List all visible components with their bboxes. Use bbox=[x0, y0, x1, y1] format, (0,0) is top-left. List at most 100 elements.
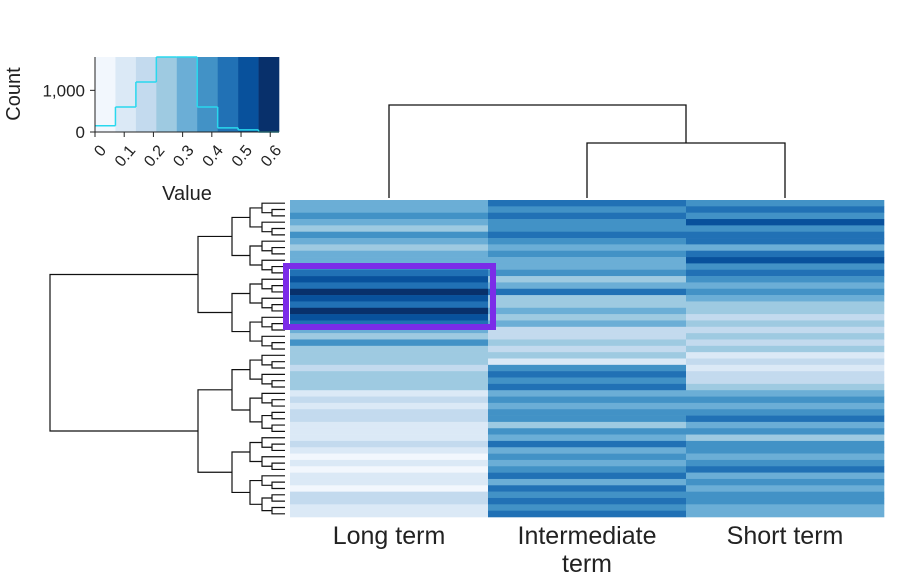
heatmap-cell bbox=[488, 510, 687, 518]
dendrogram-branch bbox=[231, 292, 250, 333]
heatmap-cell bbox=[686, 472, 885, 480]
dendrogram-branch bbox=[249, 321, 262, 342]
y-tick-label: 1,000 bbox=[42, 81, 85, 100]
heatmap-cell bbox=[488, 440, 687, 448]
dendrogram-branch bbox=[261, 316, 285, 328]
x-tick-label: 0.3 bbox=[170, 142, 197, 170]
dendrogram-branch bbox=[261, 354, 285, 366]
heatmap-cell bbox=[290, 282, 489, 290]
dendrogram-branch bbox=[231, 451, 250, 494]
heatmap-cell bbox=[290, 440, 489, 448]
dendrogram-branch bbox=[197, 389, 232, 473]
heatmap-cell bbox=[686, 383, 885, 391]
heatmap-cell bbox=[488, 466, 687, 473]
color-block bbox=[95, 57, 116, 132]
heatmap-cell bbox=[488, 250, 687, 258]
heatmap-cell bbox=[290, 371, 489, 378]
dendrogram-branch bbox=[261, 373, 285, 385]
heatmap-cell bbox=[686, 219, 885, 226]
heatmap-cell bbox=[686, 497, 885, 505]
dendrogram-branch bbox=[271, 481, 285, 490]
heatmap-cell bbox=[686, 339, 885, 347]
dendrogram-branch bbox=[261, 202, 285, 214]
heatmap-cell bbox=[488, 238, 687, 245]
heatmap-cell bbox=[488, 491, 687, 499]
heatmap-cell bbox=[686, 447, 885, 454]
heatmap-cell bbox=[488, 447, 687, 454]
heatmap-cell bbox=[686, 225, 885, 232]
heatmap-cell bbox=[290, 472, 489, 480]
dendrogram-branch bbox=[261, 437, 285, 448]
heatmap-cell bbox=[686, 428, 885, 435]
heatmap-cell bbox=[290, 288, 489, 296]
heatmap-cell bbox=[686, 402, 885, 410]
dendrogram-branch bbox=[261, 414, 272, 429]
dendrogram-branch bbox=[249, 207, 262, 228]
heatmap-cell bbox=[290, 453, 489, 461]
dendrogram-branch bbox=[271, 208, 285, 217]
heatmap-cell bbox=[290, 504, 489, 511]
dendrogram-branch bbox=[249, 397, 262, 423]
x-tick-label: 0 bbox=[91, 142, 110, 160]
heatmap-cell bbox=[686, 478, 885, 486]
heatmap-cell bbox=[488, 345, 687, 353]
heatmap-cell bbox=[686, 491, 885, 499]
x-tick-label: 0.2 bbox=[141, 142, 168, 170]
heatmap-cell bbox=[686, 421, 885, 429]
heatmap-cell bbox=[290, 383, 489, 391]
dendrogram-branch bbox=[249, 283, 262, 304]
heatmap-cell bbox=[290, 244, 489, 252]
heatmap-cell bbox=[488, 371, 687, 378]
heatmap-cell bbox=[686, 269, 885, 277]
heatmap-cell bbox=[290, 510, 489, 518]
dendrogram-branch bbox=[249, 479, 262, 505]
heatmap-cell bbox=[488, 497, 687, 505]
color-block bbox=[258, 57, 280, 132]
heatmap-cell bbox=[290, 390, 489, 397]
dendrogram-branch bbox=[261, 392, 285, 404]
heatmap-cell bbox=[488, 459, 687, 467]
y-axis-label: Count bbox=[3, 67, 25, 121]
heatmap-cell bbox=[686, 358, 885, 366]
heatmap-cell bbox=[290, 225, 489, 232]
dendrogram-branch bbox=[271, 380, 285, 388]
x-tick-label: 0.4 bbox=[200, 142, 227, 170]
heatmap-cell bbox=[488, 485, 687, 492]
heatmap-cell bbox=[290, 301, 489, 309]
heatmap-cell bbox=[488, 434, 687, 442]
heatmap-cell bbox=[686, 276, 885, 283]
dendrogram-branch bbox=[197, 235, 232, 314]
heatmap-cell bbox=[488, 402, 687, 410]
heatmap-cell bbox=[290, 295, 489, 302]
heatmap-cell bbox=[488, 358, 687, 366]
heatmap-cell bbox=[686, 200, 885, 207]
dendrogram-branch bbox=[261, 297, 285, 309]
heatmap-cell bbox=[488, 282, 687, 290]
row-dendrogram bbox=[49, 202, 285, 515]
heatmap-cell bbox=[488, 244, 687, 252]
heatmap-cell bbox=[290, 447, 489, 454]
heatmap-cell bbox=[686, 415, 885, 423]
color-block bbox=[115, 57, 137, 132]
heatmap-cell bbox=[686, 307, 885, 315]
heatmap-cell bbox=[488, 352, 687, 359]
heatmap-cell bbox=[488, 409, 687, 416]
heatmap-cell bbox=[488, 333, 687, 340]
heatmap-cell bbox=[290, 409, 489, 416]
heatmap-cell bbox=[488, 478, 687, 486]
dendrogram-branch bbox=[261, 240, 285, 252]
heatmap-cell bbox=[290, 250, 489, 258]
heatmap-cell bbox=[488, 288, 687, 296]
heatmap-cell bbox=[290, 402, 489, 410]
heatmap-cell bbox=[686, 396, 885, 404]
heatmap-cell bbox=[488, 225, 687, 232]
dendrogram-branch bbox=[261, 221, 285, 233]
heatmap-cell bbox=[488, 263, 687, 271]
heatmap-cell bbox=[290, 219, 489, 226]
dendrogram-branch bbox=[271, 342, 285, 350]
heatmap-cell bbox=[686, 244, 885, 252]
heatmap-cell bbox=[686, 314, 885, 321]
heatmap-cell bbox=[686, 485, 885, 492]
x-axis-label: Value bbox=[162, 183, 212, 205]
heatmap-cell bbox=[290, 269, 489, 277]
